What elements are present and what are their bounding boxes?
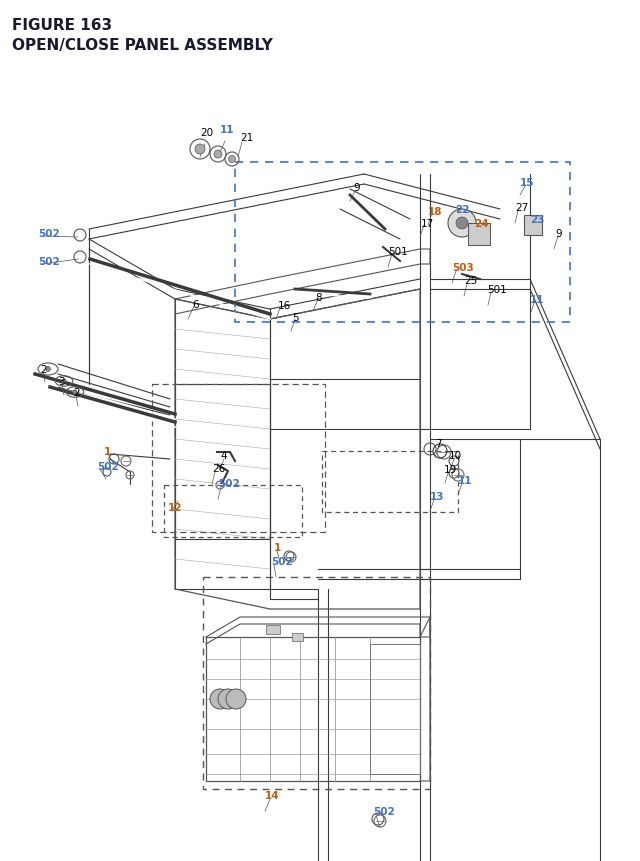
Text: 26: 26 <box>212 463 225 474</box>
Bar <box>292 633 303 641</box>
Circle shape <box>218 689 238 709</box>
Bar <box>152 385 325 532</box>
Circle shape <box>214 151 222 158</box>
Text: 6: 6 <box>192 300 198 310</box>
Text: 2: 2 <box>73 387 79 398</box>
Text: 24: 24 <box>474 219 488 229</box>
Text: 9: 9 <box>555 229 562 238</box>
Text: OPEN/CLOSE PANEL ASSEMBLY: OPEN/CLOSE PANEL ASSEMBLY <box>12 38 273 53</box>
Text: 502: 502 <box>38 257 60 267</box>
Circle shape <box>62 380 66 384</box>
Circle shape <box>210 689 230 709</box>
Text: 25: 25 <box>464 276 477 286</box>
Text: 3: 3 <box>58 376 65 387</box>
Bar <box>468 224 490 245</box>
Text: 21: 21 <box>240 133 253 143</box>
Text: FIGURE 163: FIGURE 163 <box>12 18 112 33</box>
Text: 16: 16 <box>278 300 291 311</box>
Text: 502: 502 <box>97 461 119 472</box>
Text: 502: 502 <box>218 479 240 488</box>
Text: 502: 502 <box>271 556 292 567</box>
Bar <box>235 163 570 323</box>
Text: 11: 11 <box>220 125 234 135</box>
Text: 11: 11 <box>530 294 545 305</box>
Text: 13: 13 <box>430 492 445 501</box>
Circle shape <box>226 689 246 709</box>
Text: 1: 1 <box>104 447 111 456</box>
Text: 15: 15 <box>520 177 534 188</box>
Text: 503: 503 <box>452 263 474 273</box>
Circle shape <box>45 367 51 372</box>
Text: 501: 501 <box>388 247 408 257</box>
Text: 14: 14 <box>265 790 280 800</box>
Circle shape <box>448 210 476 238</box>
Text: 19: 19 <box>444 464 457 474</box>
Text: 17: 17 <box>421 219 435 229</box>
Text: 20: 20 <box>200 127 213 138</box>
Text: 18: 18 <box>428 207 442 217</box>
Text: 9: 9 <box>353 183 360 193</box>
Text: 22: 22 <box>455 205 470 214</box>
Text: 8: 8 <box>315 293 322 303</box>
Bar <box>164 486 302 537</box>
Text: 7: 7 <box>435 438 442 449</box>
Bar <box>266 625 280 635</box>
Circle shape <box>228 157 236 164</box>
Text: 23: 23 <box>530 214 545 225</box>
Text: 1: 1 <box>274 542 281 553</box>
Text: 502: 502 <box>373 806 395 816</box>
Text: 5: 5 <box>292 313 299 323</box>
Bar <box>524 216 542 236</box>
Text: 27: 27 <box>515 202 528 213</box>
Text: 2: 2 <box>40 364 47 375</box>
Bar <box>322 451 458 512</box>
Text: 4: 4 <box>220 450 227 461</box>
Text: 10: 10 <box>449 450 462 461</box>
Text: 11: 11 <box>458 475 472 486</box>
Circle shape <box>456 218 468 230</box>
Circle shape <box>73 390 77 394</box>
Text: 501: 501 <box>487 285 507 294</box>
Circle shape <box>195 145 205 155</box>
Text: 502: 502 <box>38 229 60 238</box>
Bar <box>203 578 430 789</box>
Text: 12: 12 <box>168 503 182 512</box>
